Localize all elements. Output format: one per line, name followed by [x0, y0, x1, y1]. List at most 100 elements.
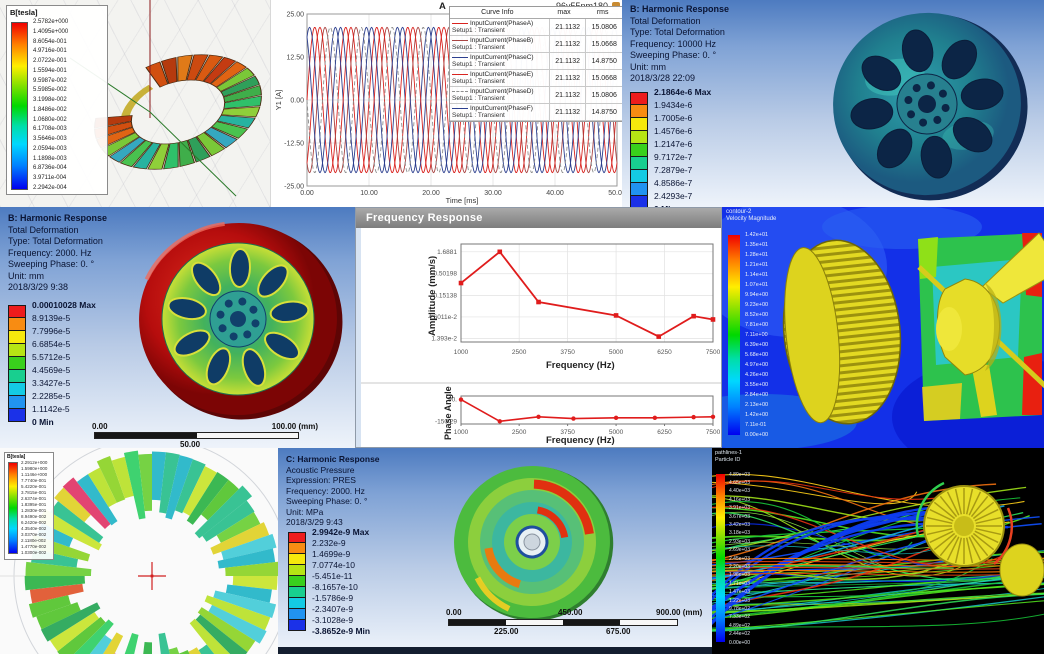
cfd-3d-viewport[interactable]	[722, 207, 1044, 448]
svg-text:1.6881: 1.6881	[437, 249, 457, 256]
svg-text:25.00: 25.00	[286, 12, 304, 19]
table-row[interactable]: InputCurrent(PhaseA) Setup1 : Transient 21…	[450, 19, 622, 36]
ruler-label: 100.00 (mm)	[271, 422, 318, 431]
scale-label: 7.7996e-5	[32, 326, 71, 336]
phase-axis-label: Phase Angle	[443, 386, 453, 440]
svg-text:3750: 3750	[560, 349, 575, 356]
ruler-label: 0.00	[446, 608, 462, 617]
scale-cell	[288, 543, 306, 554]
scale-label: 2.232e-9	[312, 538, 346, 548]
colorbar-value: 1.4095e+000	[33, 28, 69, 35]
curve-info-table: Curve Info max rms InputCurrent(PhaseA) Setu…	[449, 6, 622, 122]
scale-label: 1.2147e-6	[654, 139, 693, 149]
scale-label: 4.4569e-5	[32, 365, 71, 375]
text-line: Acoustic Pressure	[286, 464, 355, 475]
ruler-label: 675.00	[606, 627, 631, 636]
colorbar-value: 2.0722e-001	[33, 58, 67, 65]
scale-cell	[288, 554, 306, 565]
scale-cell	[8, 344, 26, 357]
text-line: Total Deformation	[8, 224, 79, 235]
text-line: Type: Total Deformation	[8, 236, 103, 246]
colorbar-value: 1.4770e-002	[21, 543, 47, 549]
legend-title: B[tesla]	[7, 454, 26, 460]
text-line: B: Harmonic Response	[8, 213, 108, 223]
colorbar-value: 6.39e+00	[745, 342, 769, 349]
curve-swatch	[452, 22, 468, 24]
flywheel-red	[139, 221, 343, 420]
window-title-bar[interactable]: Frequency Response	[356, 208, 721, 228]
curve-swatch	[452, 73, 468, 75]
wheel-3d-viewport[interactable]	[812, 2, 1042, 207]
scale-cell	[8, 305, 26, 318]
text-line: B: Harmonic Response	[630, 4, 730, 14]
b-field-legend-small: B[tesla] 2.2912e+000 1.5980e+000 1.1146e+0…	[4, 452, 54, 560]
svg-text:7500: 7500	[706, 429, 721, 436]
colorbar-value: 8.6054e-001	[33, 38, 67, 45]
svg-text:10.00: 10.00	[360, 190, 378, 197]
table-row[interactable]: InputCurrent(PhaseD) Setup1 : Transient 21…	[450, 87, 622, 104]
svg-text:1000: 1000	[454, 429, 469, 436]
colorbar-value: 1.5980e+000	[21, 465, 48, 471]
svg-text:6250: 6250	[657, 349, 672, 356]
table-row[interactable]: InputCurrent(PhaseF) Setup1 : Transient 21…	[450, 104, 622, 121]
result-header: B: Harmonic Response Total Deformation Typ…	[8, 213, 107, 294]
legend-title: B[tesla]	[10, 8, 38, 17]
finned-cylinder	[782, 239, 902, 425]
scale-cell	[8, 370, 26, 383]
text-line: Frequency: 2000. Hz	[8, 247, 92, 258]
coil-3d-viewport[interactable]	[0, 0, 270, 207]
colorbar-value: 4.40e+03	[729, 488, 750, 495]
text-line: Frequency: 10000 Hz	[630, 38, 717, 49]
scale-cell	[8, 396, 26, 409]
colorbar-value: 3.0370e-002	[21, 531, 47, 537]
text-line: Frequency: 2000. Hz	[286, 485, 365, 496]
text-line: Unit: MPa	[286, 506, 324, 517]
panel-harmonic-response-10000hz: B: Harmonic Response Total Deformation Typ…	[622, 0, 1044, 207]
svg-text:0.15138: 0.15138	[434, 292, 458, 299]
pathlines-3d-viewport[interactable]	[712, 448, 1044, 654]
ruler-label: 450.00	[558, 608, 583, 617]
colorbar-value: 3.55e+00	[745, 382, 769, 389]
scale-cell	[630, 157, 648, 170]
table-row[interactable]: InputCurrent(PhaseB) Setup1 : Transient 21…	[450, 36, 622, 53]
velocity-colorbar: 1.42e+01 1.35e+01 1.28e+01 1.21e+01 1.14e+01…	[728, 232, 768, 438]
table-row[interactable]: InputCurrent(PhaseE) Setup1 : Transient 21…	[450, 70, 622, 87]
colorbar-value: 7.81e+00	[745, 322, 769, 329]
text-line: Expression: PRES	[286, 475, 356, 485]
svg-text:0.00: 0.00	[300, 190, 314, 197]
svg-text:0.50198: 0.50198	[434, 271, 458, 278]
disc-3d-viewport[interactable]	[422, 450, 642, 632]
text-line: Velocity Magnitude	[726, 216, 777, 222]
particle-id-colorbar: 4.89e+03 4.65e+03 4.40e+03 4.16e+03 3.91e+03…	[716, 472, 750, 646]
scale-label: 0.00010028 Max	[32, 300, 96, 310]
panel-harmonic-response-2000hz: B: Harmonic Response Total Deformation Typ…	[0, 207, 358, 448]
colorbar-value: 1.14e+01	[745, 272, 769, 279]
cfd-legend-title: contour-2 Velocity Magnitude	[726, 209, 776, 223]
window-bottom-edge	[278, 647, 712, 654]
ruler-label: 0.00	[92, 422, 108, 431]
text-line: Unit: mm	[8, 270, 44, 281]
table-header: Curve Info	[481, 9, 514, 16]
text-line: contour-2	[726, 209, 752, 215]
colorbar-value: 7.11e+00	[745, 332, 768, 339]
frequency-response-charts[interactable]: 1000 2500 3750 5000 6250 7500 1.6881 0.50198 0.1…	[361, 228, 721, 447]
scale-label: 7.0774e-10	[312, 560, 356, 570]
window-content: 1000 2500 3750 5000 6250 7500 1.6881 0.50198 0.1…	[356, 228, 721, 447]
curve-swatch	[452, 56, 468, 58]
scale-cell	[288, 609, 306, 620]
colorbar-value: 3.91e+03	[729, 505, 750, 512]
colorbar-value: 1.8395e-001	[21, 501, 47, 507]
colorbar-value: 2.5782e+000	[33, 19, 69, 25]
svg-text:1000: 1000	[454, 349, 469, 356]
colorbar-value: 1.96e+03	[729, 572, 750, 579]
table-row[interactable]: InputCurrent(PhaseC) Setup1 : Transient 21…	[450, 53, 622, 70]
scale-label: 0 Min	[654, 204, 676, 207]
svg-text:2500: 2500	[512, 349, 527, 356]
scale-ruler: 0.00 450.00 900.00 (mm) 225.00 675.00	[438, 608, 702, 638]
wheel-3d-viewport[interactable]	[118, 207, 358, 431]
scale-cell	[630, 170, 648, 183]
text-line: 2018/3/29 9:43	[286, 517, 343, 527]
colorbar-value: 6.8736e-004	[33, 165, 67, 172]
svg-text:30.00: 30.00	[484, 190, 502, 197]
propeller	[917, 232, 1044, 417]
